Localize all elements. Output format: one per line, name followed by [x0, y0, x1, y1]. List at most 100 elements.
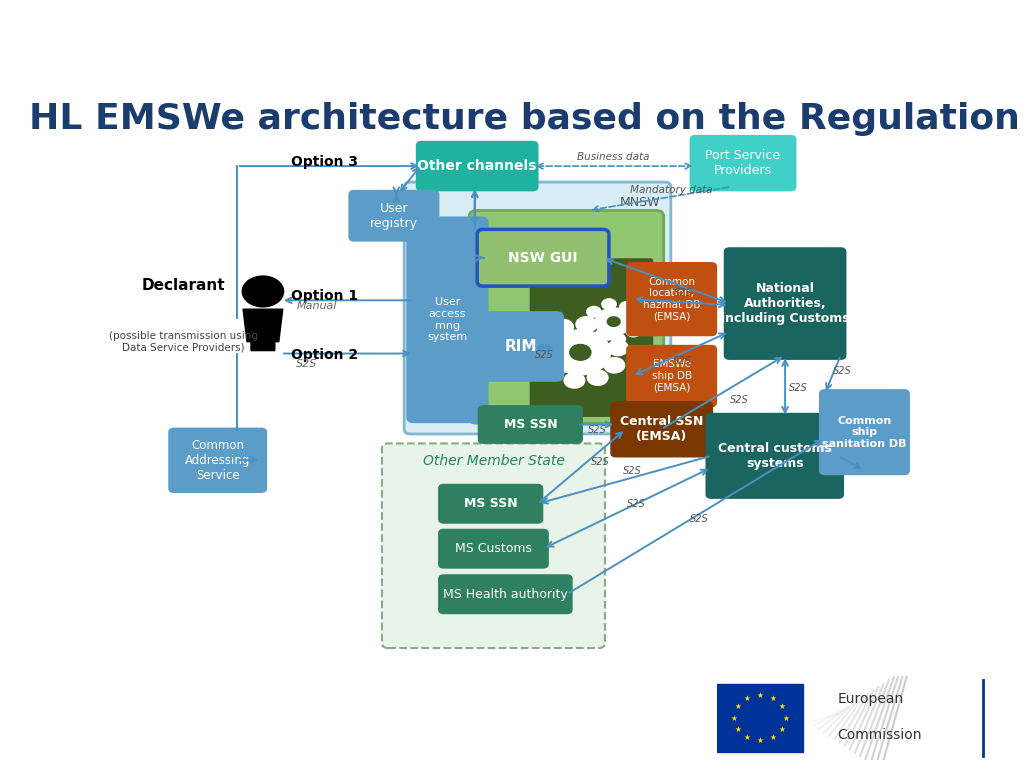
Text: MS SSN: MS SSN: [504, 418, 557, 431]
Circle shape: [607, 317, 621, 326]
Circle shape: [550, 330, 610, 375]
Circle shape: [569, 345, 591, 360]
FancyBboxPatch shape: [820, 390, 909, 474]
Text: National
Authorities,
including Customs: National Authorities, including Customs: [721, 282, 850, 325]
Circle shape: [593, 331, 607, 342]
Polygon shape: [243, 310, 283, 350]
Circle shape: [607, 340, 629, 356]
Text: MS Customs: MS Customs: [455, 542, 531, 555]
Text: MS Health authority: MS Health authority: [443, 588, 567, 601]
Circle shape: [532, 349, 553, 365]
Text: ★: ★: [782, 713, 790, 723]
FancyBboxPatch shape: [417, 142, 538, 190]
FancyBboxPatch shape: [479, 312, 563, 381]
Circle shape: [243, 276, 284, 307]
Text: S2S: S2S: [790, 382, 808, 393]
Text: ★: ★: [730, 713, 737, 723]
Text: S2S: S2S: [674, 288, 693, 298]
Text: HL EMSWe architecture based on the Regulation: HL EMSWe architecture based on the Regul…: [30, 102, 1020, 136]
FancyBboxPatch shape: [479, 406, 582, 443]
Circle shape: [553, 319, 573, 335]
Text: S2S: S2S: [833, 366, 852, 376]
Text: Declarant: Declarant: [141, 278, 225, 293]
FancyBboxPatch shape: [404, 182, 671, 434]
Text: S2S: S2S: [690, 514, 709, 524]
Circle shape: [575, 316, 597, 332]
Text: Common
Addressing
Service: Common Addressing Service: [185, 439, 250, 482]
Text: S2S: S2S: [673, 356, 691, 366]
Text: (possible transmission using
Data Service Providers): (possible transmission using Data Servic…: [109, 331, 258, 353]
Text: Option 2: Option 2: [291, 348, 357, 362]
FancyBboxPatch shape: [349, 191, 438, 240]
Text: Commission: Commission: [838, 728, 922, 742]
Text: User
access
mng
system: User access mng system: [427, 297, 468, 343]
FancyBboxPatch shape: [439, 530, 548, 568]
Text: EMSWe
ship DB
(EMSA): EMSWe ship DB (EMSA): [651, 359, 691, 392]
Circle shape: [602, 299, 616, 310]
Text: Port Service
Providers: Port Service Providers: [706, 149, 780, 177]
FancyBboxPatch shape: [627, 263, 716, 335]
Circle shape: [620, 302, 634, 312]
Circle shape: [597, 325, 617, 340]
Text: ★: ★: [743, 694, 751, 703]
FancyBboxPatch shape: [408, 217, 487, 422]
Text: MS SSN: MS SSN: [464, 497, 517, 510]
Text: S2S: S2S: [623, 465, 641, 475]
Text: User
registry: User registry: [370, 202, 418, 230]
Text: Common
ship
sanitation DB: Common ship sanitation DB: [822, 415, 906, 449]
Text: ★: ★: [769, 733, 776, 743]
FancyBboxPatch shape: [627, 346, 716, 406]
FancyBboxPatch shape: [707, 414, 843, 498]
Text: ★: ★: [757, 690, 763, 700]
FancyBboxPatch shape: [690, 136, 796, 190]
Text: S2S: S2S: [627, 499, 645, 509]
Text: ★: ★: [757, 737, 763, 746]
Circle shape: [537, 332, 557, 347]
Circle shape: [543, 365, 564, 380]
Text: MNSW: MNSW: [620, 196, 660, 209]
FancyBboxPatch shape: [725, 248, 846, 359]
Circle shape: [627, 326, 641, 337]
Circle shape: [564, 372, 585, 388]
FancyBboxPatch shape: [382, 443, 605, 648]
Text: ★: ★: [743, 733, 751, 743]
Text: Manual: Manual: [296, 301, 337, 311]
Text: S2S: S2S: [536, 349, 554, 359]
Circle shape: [584, 319, 597, 330]
Text: RIM: RIM: [505, 339, 537, 354]
Text: ★: ★: [778, 702, 785, 711]
FancyBboxPatch shape: [439, 485, 543, 523]
Text: NSW GUI: NSW GUI: [508, 250, 578, 265]
Text: Business data: Business data: [578, 152, 650, 162]
Text: S2S: S2S: [591, 457, 609, 467]
Text: ★: ★: [734, 725, 741, 734]
Circle shape: [611, 333, 626, 344]
Text: Other Member State: Other Member State: [423, 454, 564, 468]
Circle shape: [587, 306, 601, 317]
Text: ★: ★: [769, 694, 776, 703]
FancyBboxPatch shape: [469, 210, 664, 423]
Circle shape: [595, 308, 632, 335]
FancyBboxPatch shape: [477, 230, 609, 286]
Text: Central customs
systems: Central customs systems: [718, 442, 831, 470]
Text: ★: ★: [778, 725, 785, 734]
Text: S2S: S2S: [589, 425, 607, 435]
FancyBboxPatch shape: [611, 402, 712, 456]
FancyBboxPatch shape: [439, 575, 571, 613]
Text: Central SSN
(EMSA): Central SSN (EMSA): [620, 415, 703, 443]
Text: Common
location,
hazmat DB
(EMSA): Common location, hazmat DB (EMSA): [643, 276, 700, 322]
Circle shape: [630, 313, 644, 323]
Text: Mandatory data: Mandatory data: [631, 185, 713, 195]
FancyBboxPatch shape: [530, 259, 652, 416]
Text: S2S: S2S: [730, 395, 749, 405]
Text: ★: ★: [734, 702, 741, 711]
FancyBboxPatch shape: [169, 429, 266, 492]
Text: S2S: S2S: [296, 359, 317, 369]
Circle shape: [604, 358, 625, 373]
FancyBboxPatch shape: [717, 684, 803, 752]
Text: Other channels: Other channels: [418, 159, 537, 173]
Text: Option 1: Option 1: [291, 290, 357, 303]
Text: Option 3: Option 3: [291, 155, 357, 169]
Text: European: European: [838, 693, 903, 707]
Circle shape: [588, 370, 608, 386]
